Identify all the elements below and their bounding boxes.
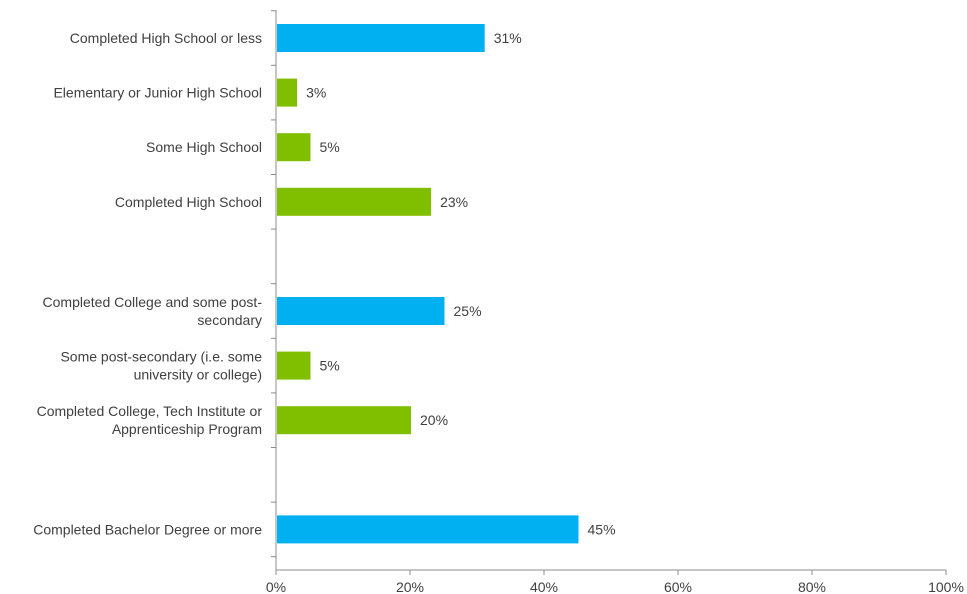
- category-label: Completed College, Tech Institute or Appr…: [37, 403, 263, 437]
- plot-area: 0% 20% 40% 60% 80% 100% Completed High School …: [33, 10, 964, 594]
- value-label: 25%: [454, 303, 482, 319]
- category-label: Completed High School: [115, 194, 262, 210]
- category-label-line: Some post-secondary (i.e. some: [60, 349, 262, 365]
- summary-bar: [277, 297, 445, 325]
- value-label: 3%: [306, 85, 326, 101]
- x-tick-label: 0%: [266, 579, 286, 594]
- value-label: 31%: [494, 30, 522, 46]
- value-label: 45%: [588, 521, 616, 537]
- category-label-line: Some High School: [146, 139, 262, 155]
- category-label-line: Completed Bachelor Degree or more: [33, 521, 262, 537]
- x-tick-label: 60%: [664, 579, 692, 594]
- category-label: Some post-secondary (i.e. some university…: [60, 349, 262, 383]
- detail-bar: [277, 78, 298, 107]
- category-label-line: university or college): [134, 367, 262, 383]
- detail-bar: [277, 351, 311, 380]
- category-label: Completed Bachelor Degree or more: [33, 521, 262, 537]
- value-label: 20%: [420, 412, 448, 428]
- category-label: Some High School: [146, 139, 262, 155]
- x-tick-label: 20%: [396, 579, 424, 594]
- category-label-line: Elementary or Junior High School: [53, 85, 262, 101]
- value-label: 23%: [440, 194, 468, 210]
- category-label-line: secondary: [197, 312, 262, 328]
- category-label-line: Completed High School: [115, 194, 262, 210]
- category-label-line: Completed College and some post-: [43, 294, 263, 310]
- category-label: Completed High School or less: [70, 30, 262, 46]
- detail-bar: [277, 406, 411, 435]
- category-label: Elementary or Junior High School: [53, 85, 262, 101]
- x-tick-label: 40%: [530, 579, 558, 594]
- summary-bar: [277, 24, 485, 52]
- category-label-line: Completed College, Tech Institute or: [37, 403, 263, 419]
- category-label-line: Completed High School or less: [70, 30, 262, 46]
- detail-bar: [277, 187, 432, 216]
- x-tick-label: 80%: [798, 579, 826, 594]
- category-label: Completed College and some post-secondar…: [43, 294, 263, 328]
- x-tick-label: 100%: [928, 579, 964, 594]
- value-label: 5%: [320, 358, 340, 374]
- detail-bar: [277, 133, 311, 162]
- category-label-line: Apprenticeship Program: [112, 421, 262, 437]
- value-label: 5%: [320, 139, 340, 155]
- summary-bar: [277, 515, 579, 544]
